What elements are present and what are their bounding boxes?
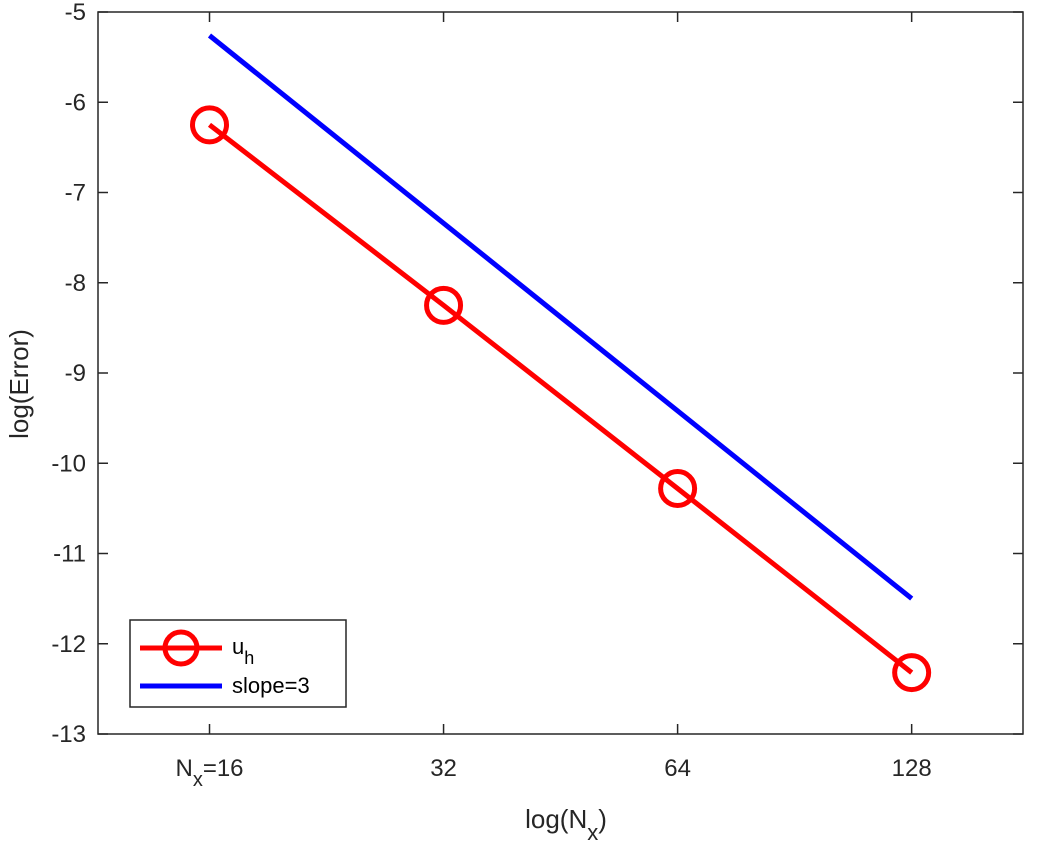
legend-uh-label: uh xyxy=(232,634,254,668)
y-tick-label: -12 xyxy=(51,631,86,658)
legend-box xyxy=(129,619,347,708)
y-tick-label: -11 xyxy=(53,541,86,568)
data-point-marker xyxy=(658,469,698,509)
plot-area xyxy=(97,11,1024,735)
data-point-marker xyxy=(424,285,464,325)
x-axis-title: log(Nx) xyxy=(525,804,607,843)
y-tick-label: -5 xyxy=(65,0,86,26)
x-axis-ticks: Nx=16 32 64 128 xyxy=(175,12,932,791)
data-point-marker xyxy=(190,105,230,145)
legend: uh slope=3 xyxy=(129,619,347,708)
y-tick-label: -10 xyxy=(51,450,86,477)
y-tick-label: -9 xyxy=(65,360,86,387)
x-tick-label: 128 xyxy=(892,755,932,782)
y-axis-ticks: -5 -6 -7 -8 -9 -10 -11 -12 -13 xyxy=(51,0,1023,748)
series-line-0 xyxy=(207,122,914,675)
y-tick-label: -6 xyxy=(65,89,86,116)
data-point-marker xyxy=(892,653,932,693)
x-tick-label: 32 xyxy=(430,755,457,782)
y-tick-label: -8 xyxy=(65,270,86,297)
series-layer xyxy=(190,33,932,693)
y-tick-label: -7 xyxy=(65,180,86,207)
legend-slope-label: slope=3 xyxy=(232,673,310,698)
y-axis-title: log(Error) xyxy=(4,329,34,439)
series-line-1 xyxy=(207,33,914,601)
y-tick-label: -13 xyxy=(51,721,86,748)
x-tick-label: 64 xyxy=(664,755,691,782)
legend-uh-marker xyxy=(162,629,200,667)
x-tick-label: Nx=16 xyxy=(175,755,243,791)
